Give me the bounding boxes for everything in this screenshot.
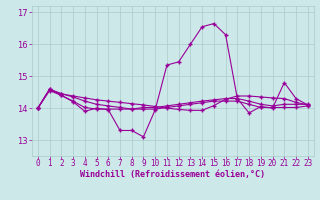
X-axis label: Windchill (Refroidissement éolien,°C): Windchill (Refroidissement éolien,°C) [80, 170, 265, 179]
